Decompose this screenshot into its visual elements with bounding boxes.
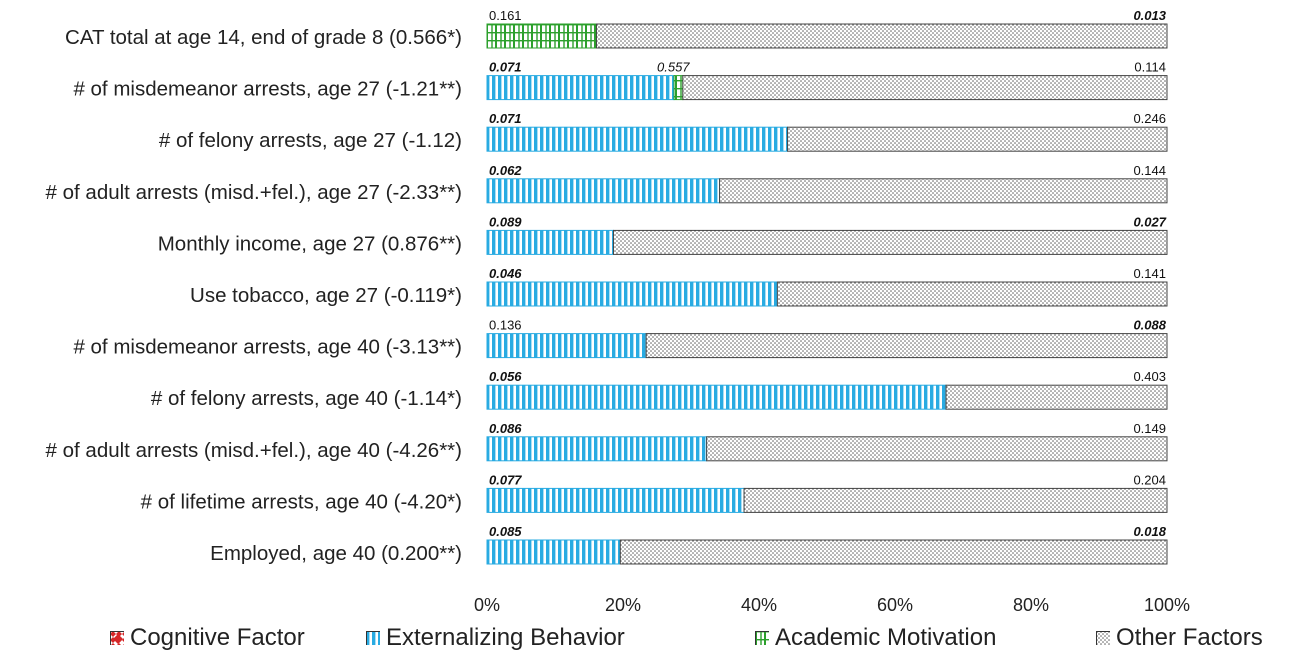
data-label-left: 0.085 [489, 524, 522, 539]
bar-row: # of misdemeanor arrests, age 40 (-3.13*… [73, 318, 1168, 359]
category-label: # of misdemeanor arrests, age 40 (-3.13*… [73, 336, 462, 359]
data-label-right: 0.088 [1133, 318, 1166, 333]
bar-segment-externalizing-behavior [486, 436, 708, 462]
x-tick-label: 20% [605, 595, 641, 615]
category-label: # of misdemeanor arrests, age 27 (-1.21*… [73, 78, 462, 101]
bar-segment-externalizing-behavior [486, 487, 745, 513]
legend-label: Other Factors [1116, 624, 1263, 651]
data-label-left: 0.161 [489, 8, 522, 23]
x-tick-label: 100% [1144, 595, 1190, 615]
bar-segment-externalizing-behavior [486, 539, 621, 565]
data-label-right: 0.403 [1133, 369, 1166, 384]
data-label-left: 0.071 [489, 60, 522, 75]
bar-segment-academic-motivation [486, 23, 597, 49]
data-label-right: 0.013 [1133, 8, 1166, 23]
category-label: # of adult arrests (misd.+fel.), age 27 … [46, 181, 462, 204]
bar-row: # of misdemeanor arrests, age 27 (-1.21*… [73, 60, 1168, 101]
data-label-right: 0.018 [1133, 524, 1166, 539]
bar-segment-externalizing-behavior [486, 281, 778, 307]
legend-swatch [1096, 631, 1110, 645]
bar-row: Monthly income, age 27 (0.876**) 0.089 0.0… [158, 214, 1168, 255]
x-axis: 0% 20% 40% 60% 80% 100% [474, 595, 1190, 615]
bar-segment-other-factors [719, 178, 1168, 204]
bar-segment-other-factors [706, 436, 1168, 462]
x-tick-label: 40% [741, 595, 777, 615]
legend-label: Externalizing Behavior [386, 624, 625, 651]
bar-segment-other-factors [743, 487, 1168, 513]
category-label: # of lifetime arrests, age 40 (-4.20*) [141, 490, 462, 513]
bar-row: # of felony arrests, age 40 (-1.14*) 0.05… [151, 369, 1168, 410]
data-label-right: 0.144 [1133, 163, 1166, 178]
legend-item-other-factors: Other Factors [1096, 622, 1263, 654]
bar-row: # of adult arrests (misd.+fel.), age 27 … [46, 163, 1168, 204]
bar-row: # of felony arrests, age 27 (-1.12) 0.071… [159, 111, 1168, 152]
bar-segment-other-factors [612, 229, 1168, 255]
data-label-right: 0.114 [1134, 60, 1166, 75]
legend: Cognitive Factor Externalizing Behavior Ac… [0, 622, 1298, 654]
data-label-right: 0.027 [1133, 214, 1166, 229]
legend-item-academic-motivation: Academic Motivation [755, 622, 996, 654]
data-label-middle: 0.557 [657, 60, 690, 75]
data-label-left: 0.071 [489, 111, 522, 126]
legend-item-externalizing-behavior: Externalizing Behavior [366, 622, 625, 654]
category-label: # of adult arrests (misd.+fel.), age 40 … [46, 439, 462, 462]
x-tick-label: 0% [474, 595, 500, 615]
category-label: Use tobacco, age 27 (-0.119*) [190, 284, 462, 307]
x-tick-label: 80% [1013, 595, 1049, 615]
bar-segment-other-factors [776, 281, 1168, 307]
data-label-left: 0.089 [489, 214, 522, 229]
bar-segment-other-factors [595, 23, 1168, 49]
category-label: # of felony arrests, age 27 (-1.12) [159, 129, 462, 152]
bar-row: CAT total at age 14, end of grade 8 (0.5… [65, 8, 1168, 49]
bar-row: # of adult arrests (misd.+fel.), age 40 … [46, 421, 1168, 462]
legend-swatch [755, 631, 769, 645]
bar-row: Employed, age 40 (0.200**) 0.085 0.018 [210, 524, 1168, 565]
stacked-bar-chart: CAT total at age 14, end of grade 8 (0.5… [46, 8, 1190, 615]
legend-item-cognitive-factor: Cognitive Factor [110, 622, 305, 654]
data-label-left: 0.046 [489, 266, 522, 281]
bar-segment-other-factors [787, 126, 1168, 152]
data-label-left: 0.056 [489, 369, 522, 384]
chart-rows: CAT total at age 14, end of grade 8 (0.5… [46, 8, 1168, 565]
bar-segment-other-factors [619, 539, 1168, 565]
bar-segment-externalizing-behavior [486, 229, 614, 255]
data-label-left: 0.086 [489, 421, 522, 436]
legend-swatch [110, 631, 124, 645]
data-label-right: 0.246 [1133, 111, 1166, 126]
legend-label: Cognitive Factor [130, 624, 305, 651]
x-tick-label: 60% [877, 595, 913, 615]
category-label: Monthly income, age 27 (0.876**) [158, 232, 462, 255]
data-label-left: 0.062 [489, 163, 522, 178]
data-label-right: 0.141 [1133, 266, 1166, 281]
bar-segment-other-factors [945, 384, 1168, 410]
bar-segment-academic-motivation [673, 75, 684, 101]
bar-segment-externalizing-behavior [486, 178, 721, 204]
data-label-left: 0.077 [489, 472, 522, 487]
category-label: Employed, age 40 (0.200**) [210, 542, 462, 565]
legend-swatch [366, 631, 380, 645]
category-label: # of felony arrests, age 40 (-1.14*) [151, 387, 462, 410]
data-label-right: 0.204 [1133, 472, 1166, 487]
bar-segment-other-factors [645, 333, 1168, 359]
bar-row: Use tobacco, age 27 (-0.119*) 0.046 0.141 [190, 266, 1168, 307]
bar-segment-externalizing-behavior [486, 126, 789, 152]
legend-label: Academic Motivation [775, 624, 997, 651]
data-label-right: 0.149 [1133, 421, 1166, 436]
bar-segment-other-factors [682, 75, 1168, 101]
bar-segment-externalizing-behavior [486, 384, 947, 410]
bar-row: # of lifetime arrests, age 40 (-4.20*) 0.… [141, 472, 1168, 513]
bar-segment-externalizing-behavior [486, 333, 647, 359]
data-label-left: 0.136 [489, 318, 522, 333]
bar-segment-externalizing-behavior [486, 75, 675, 101]
category-label: CAT total at age 14, end of grade 8 (0.5… [65, 26, 462, 49]
